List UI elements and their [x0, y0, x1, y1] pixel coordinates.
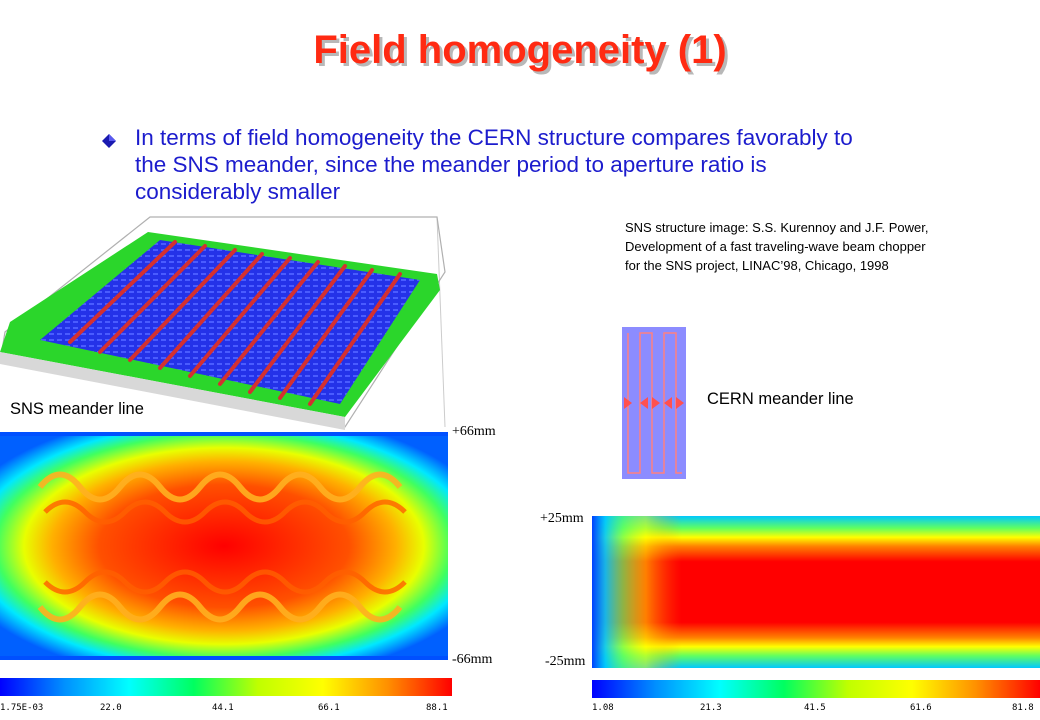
- sns-structure-3d-image: [0, 216, 446, 430]
- sns-scale-tick: 22.0: [100, 703, 122, 713]
- credit-line: for the SNS project, LINAC’98, Chicago, …: [625, 258, 889, 273]
- cern-scale-tick: 1.08: [592, 703, 614, 713]
- sns-scale-tick: 66.1: [318, 703, 340, 713]
- slide-title: Field homogeneity (1): [313, 28, 727, 72]
- cern-scale-tick: 81.8: [1012, 703, 1034, 713]
- diamond-bullet-icon: [102, 134, 116, 148]
- bullet-text: In terms of field homogeneity the CERN s…: [135, 125, 853, 204]
- credit-line: Development of a fast traveling-wave bea…: [625, 239, 926, 254]
- sns-bottom-dimension: -66mm: [452, 652, 493, 667]
- cern-scale-tick: 61.6: [910, 703, 932, 713]
- cern-bottom-dimension: -25mm: [545, 654, 586, 669]
- credit-line: SNS structure image: S.S. Kurennoy and J…: [625, 220, 929, 235]
- cern-field-map: [592, 516, 1040, 668]
- sns-meander-label: SNS meander line: [10, 400, 144, 418]
- sns-color-scale: [0, 678, 452, 696]
- cern-structure-image: [622, 327, 686, 479]
- image-credit: SNS structure image: S.S. Kurennoy and J…: [625, 218, 1025, 275]
- cern-scale-tick: 41.5: [804, 703, 826, 713]
- sns-scale-tick: 1.75E-03: [0, 703, 44, 713]
- sns-top-dimension: +66mm: [452, 424, 496, 439]
- sns-field-map: [0, 432, 448, 660]
- cern-scale-tick: 21.3: [700, 703, 722, 713]
- sns-scale-tick: 88.1: [426, 703, 448, 713]
- cern-meander-label: CERN meander line: [707, 390, 854, 408]
- cern-top-dimension: +25mm: [540, 511, 584, 526]
- cern-color-scale: [592, 680, 1040, 698]
- sns-scale-tick: 44.1: [212, 703, 234, 713]
